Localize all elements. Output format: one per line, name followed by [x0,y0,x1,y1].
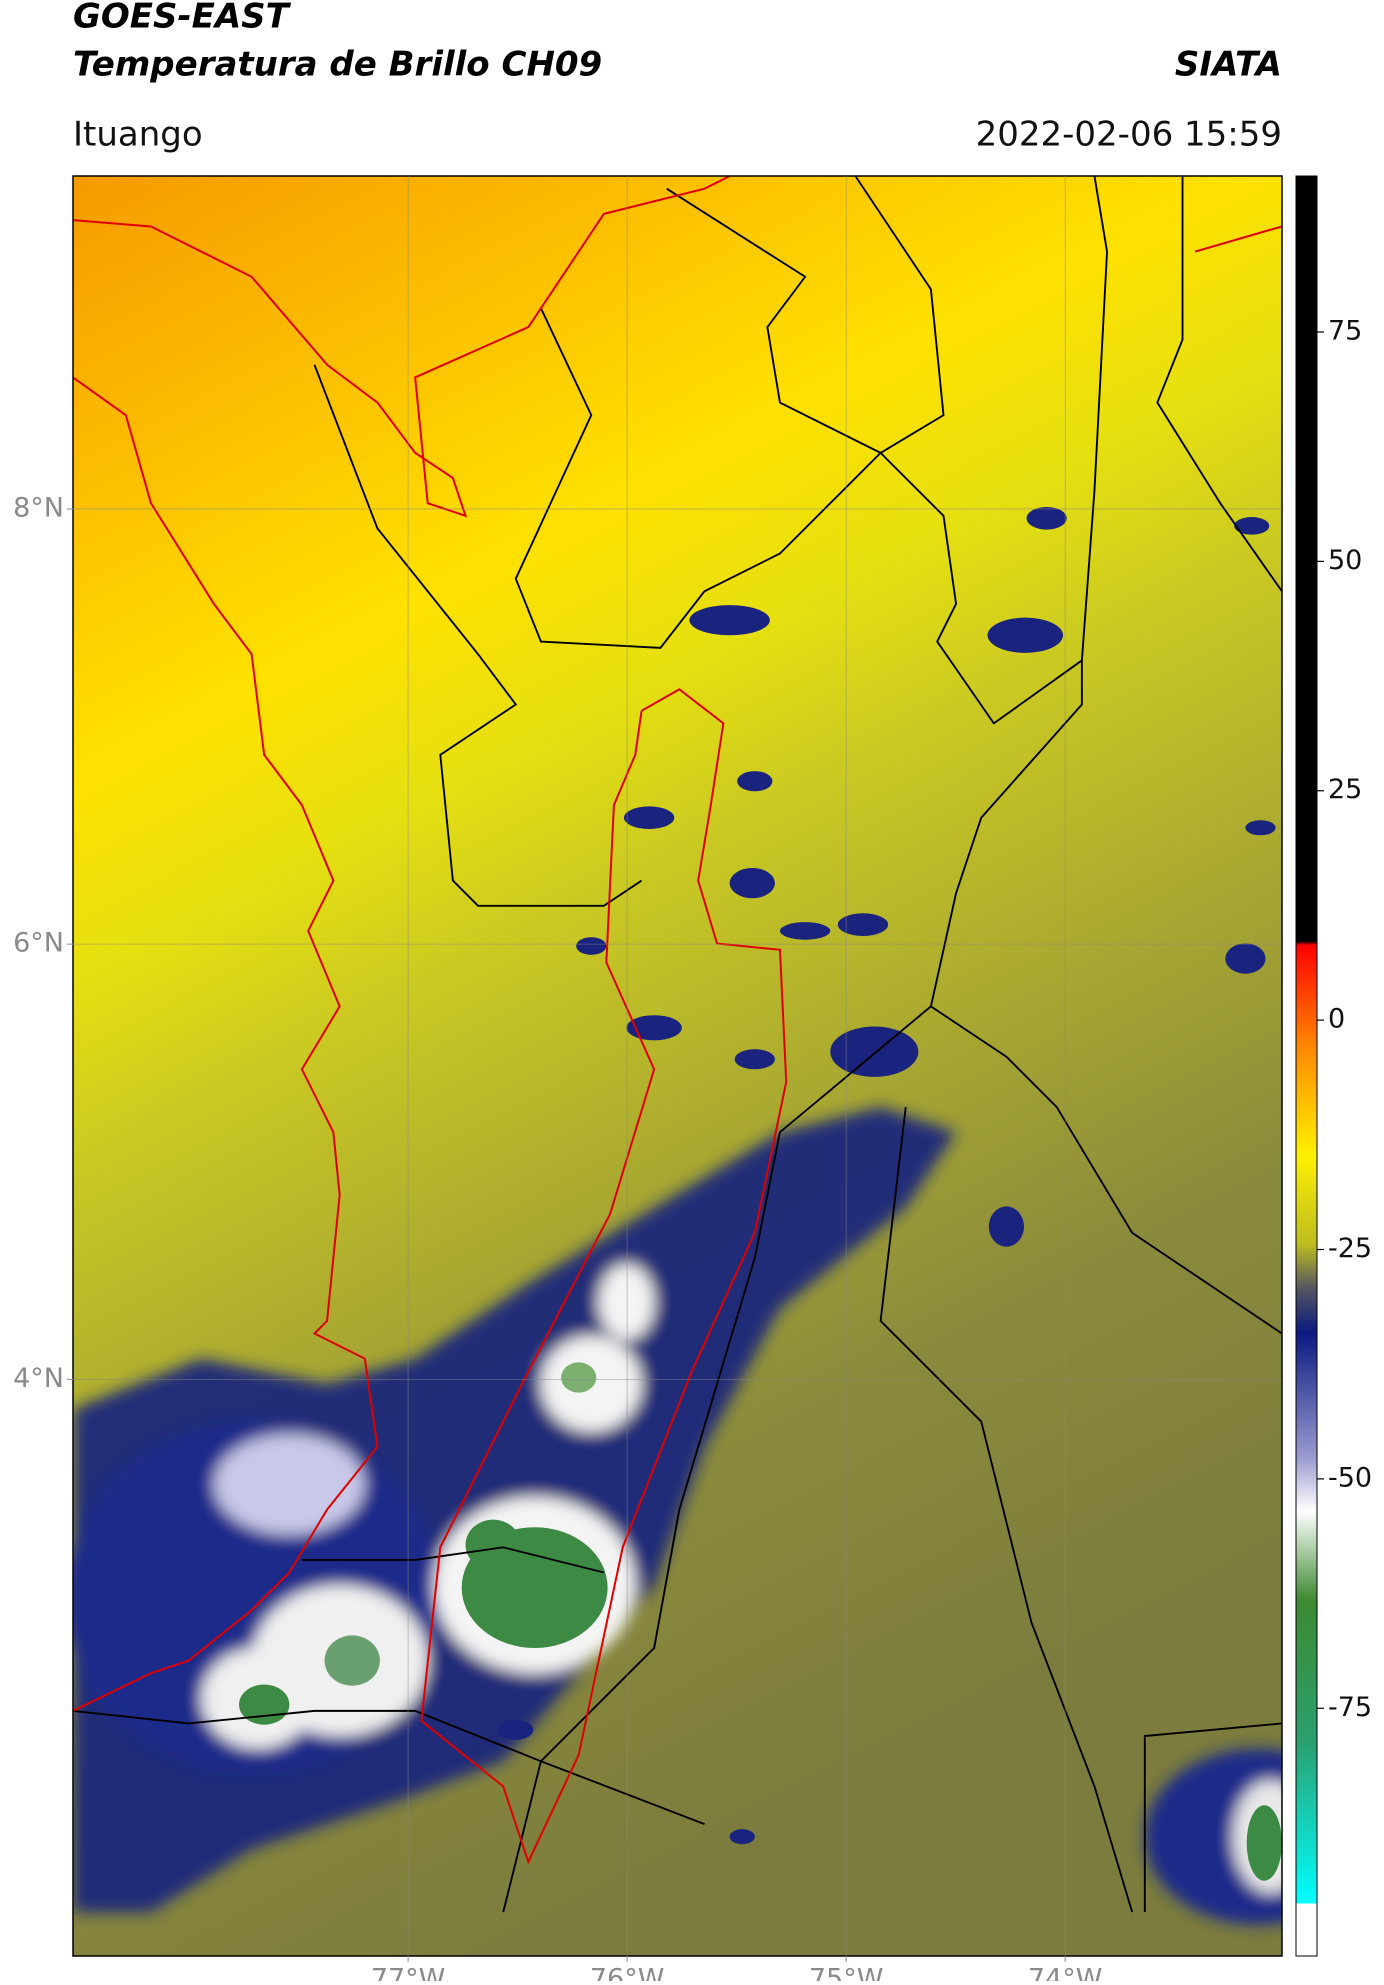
lon-tick-label: 74°W [1028,1964,1103,1982]
map-frame [72,175,1283,1957]
colorbar-tick-label: 50 [1328,545,1362,576]
colorbar-tick-label: 25 [1328,774,1362,805]
lon-tick-label: 75°W [809,1964,884,1982]
lon-tick-label: 77°W [371,1964,446,1982]
colorbar-tick-label: -75 [1328,1692,1372,1723]
lat-tick-label: 4°N [13,1363,64,1394]
ticks: 8°N 6°N 4°N 77°W 76°W 75°W 74°W 75 50 25 0 -25 -50 -7… [13,176,1372,1985]
title: GOES-EAST [73,0,292,37]
source: SIATA [1175,45,1282,85]
lat-tick-label: 8°N [13,492,64,523]
map-image [73,176,1282,1956]
colorbar-tick-label: 0 [1328,1004,1345,1035]
lat-tick-label: 6°N [13,928,64,959]
colorbar-tick-label: -25 [1328,1233,1372,1264]
colorbar-tick-label: -50 [1328,1462,1372,1493]
datetime: 2022-02-06 15:59 [976,115,1282,155]
product: Temperatura de Brillo CH09 [73,45,602,85]
lon-tick-label: 76°W [590,1964,665,1982]
region: Ituango [73,115,203,155]
colorbar [1295,175,1318,1957]
colorbar-tick-label: 75 [1328,315,1362,346]
